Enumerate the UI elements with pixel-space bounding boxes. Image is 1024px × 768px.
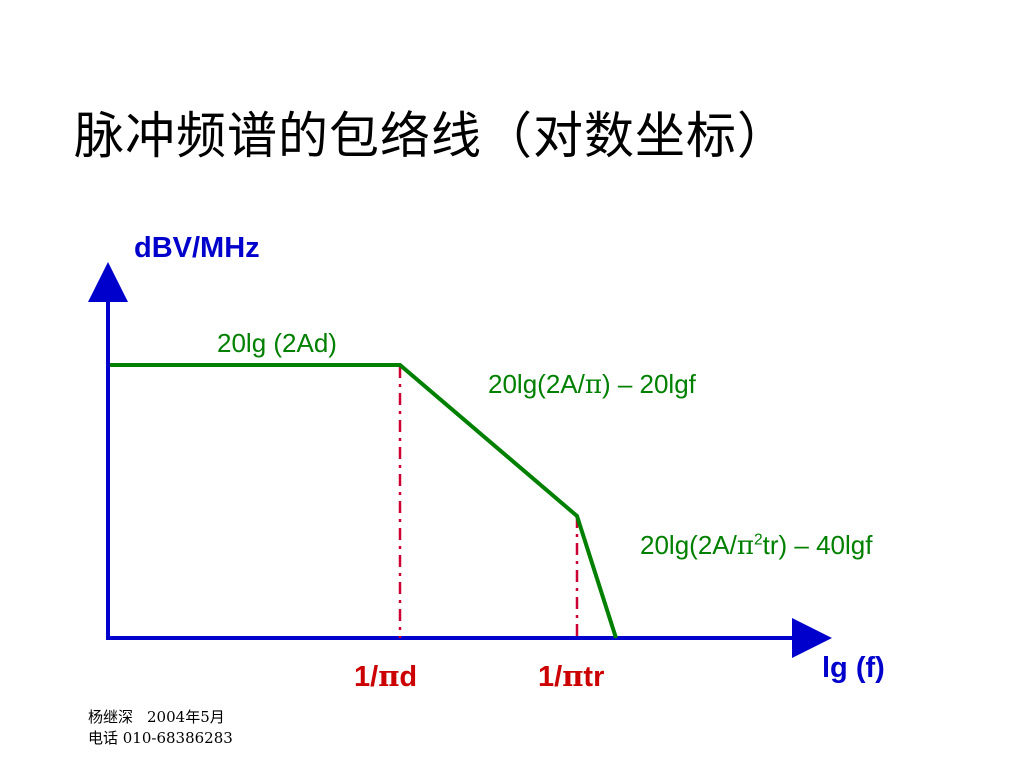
footer-date: 2004年5月 — [147, 708, 225, 726]
footer-phone: 电话 010-68386283 — [88, 729, 233, 747]
slide-title: 脉冲频谱的包络线（对数坐标） — [74, 107, 788, 165]
y-axis-label: dBV/MHz — [134, 232, 260, 264]
corner-frequency-2-label: 1/πtr — [538, 659, 605, 693]
flat-segment-label: 20lg (2Ad) — [217, 328, 337, 358]
footer-author: 杨继深 — [88, 708, 134, 726]
slope2-segment-label: 20lg(2A/π2tr) – 40lgf — [640, 530, 873, 561]
footer: 杨继深 2004年5月 电话 010-68386283 — [88, 707, 233, 749]
footer-author-line: 杨继深 2004年5月 — [88, 707, 233, 728]
corner-frequency-1-label: 1/πd — [354, 659, 418, 693]
slope1-segment-label: 20lg(2A/π) – 20lgf — [488, 369, 696, 400]
x-axis-label: lg (f) — [822, 652, 885, 684]
envelope-curve — [110, 363, 618, 639]
